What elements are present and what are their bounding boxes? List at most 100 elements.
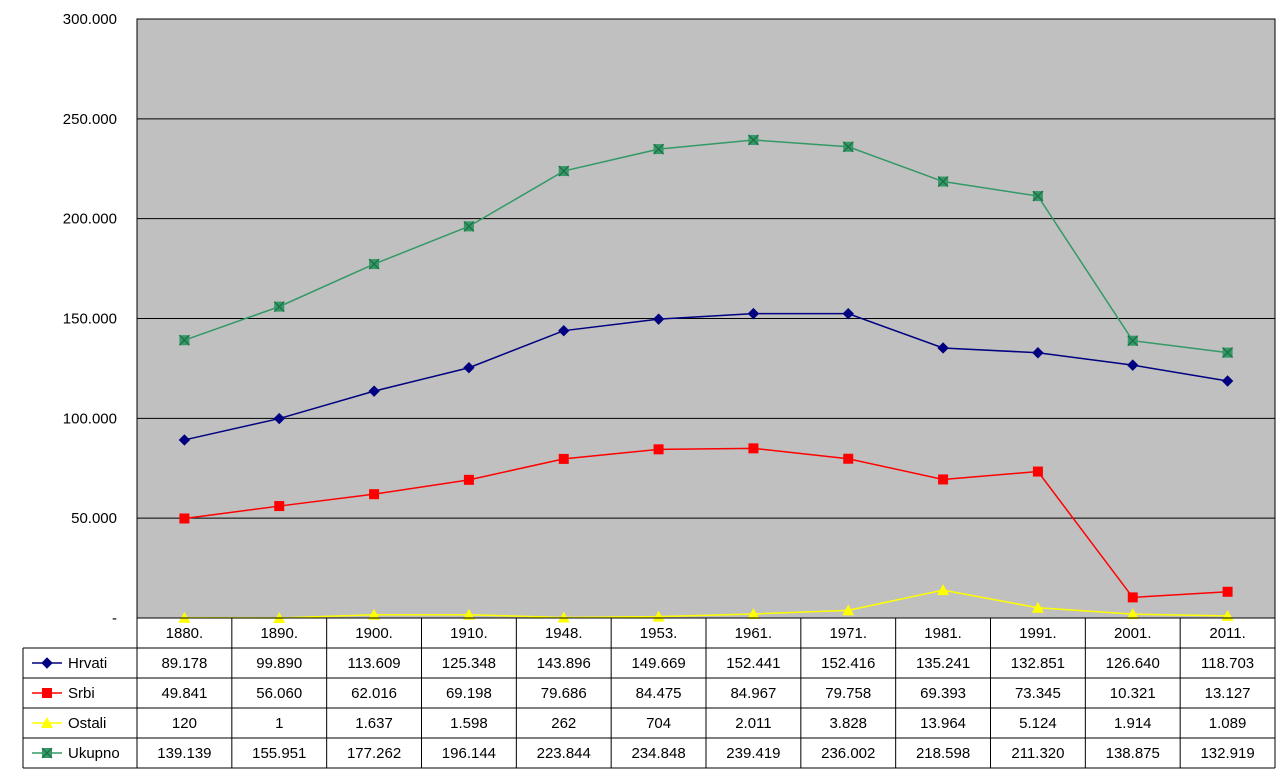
y-tick-label: 100.000	[63, 410, 117, 427]
series-line	[184, 589, 1228, 619]
data-point-cross	[558, 165, 570, 177]
data-point	[1127, 359, 1139, 371]
x-category-label: 1880.	[166, 625, 204, 642]
table-cell-value: 239.419	[726, 745, 780, 762]
table-cell-value: 73.345	[1015, 685, 1061, 702]
y-tick-label: 200.000	[63, 211, 117, 228]
table-cell-value: 79.686	[541, 685, 587, 702]
table-cell-value: 236.002	[821, 745, 875, 762]
table-cell-value: 138.875	[1106, 745, 1160, 762]
series-srbi	[179, 443, 1233, 603]
table-cell-value: 49.841	[161, 685, 207, 702]
table-cell-value: 132.919	[1200, 745, 1254, 762]
legend-key-ostali	[32, 717, 62, 728]
y-tick-label: 250.000	[63, 111, 117, 128]
data-point	[557, 611, 570, 623]
table-cell-value: 1.598	[450, 715, 488, 732]
table-cell-value: 3.828	[829, 715, 867, 732]
data-point	[558, 324, 570, 337]
data-point	[178, 434, 191, 446]
data-point	[273, 611, 286, 623]
table-cell-value: 126.640	[1106, 655, 1160, 672]
table-cell-value: 125.348	[442, 655, 496, 672]
data-point	[463, 474, 474, 485]
table-cell-value: 13.964	[920, 715, 966, 732]
gridlines	[137, 118, 1275, 519]
x-category-label: 2011.	[1209, 625, 1245, 642]
table-cell-value: 704	[646, 715, 671, 732]
data-point	[463, 362, 475, 374]
data-point	[558, 453, 569, 464]
x-category-label: 1991.	[1019, 625, 1057, 642]
data-point	[179, 513, 190, 524]
data-point	[747, 607, 760, 619]
series-line	[184, 139, 1228, 354]
series-line	[184, 447, 1228, 599]
table-cell-value: 223.844	[537, 745, 591, 762]
series-name: Ostali	[68, 715, 106, 732]
data-point-cross	[1032, 190, 1044, 202]
data-point	[274, 501, 285, 512]
table-cell-value: 89.178	[161, 655, 207, 672]
series-name: Hrvati	[68, 655, 107, 672]
table-cell-value: 1	[275, 715, 283, 732]
table-cell-value: 196.144	[442, 745, 496, 762]
table-cell-value: 62.016	[351, 685, 397, 702]
data-point	[1032, 466, 1043, 477]
table-cell-value: 234.848	[631, 745, 685, 762]
data-point	[42, 688, 52, 698]
y-tick-label: 150.000	[63, 311, 117, 328]
series-line	[184, 312, 1228, 441]
data-point-cross	[937, 176, 949, 187]
data-point	[368, 385, 380, 397]
table-cell-value: 177.262	[347, 745, 401, 762]
data-point	[843, 453, 854, 464]
data-table: 1880. 1890. 1900. 1910. 1948. 1953. 1961. 1971.…	[22, 617, 1276, 769]
table-cell-value: 120	[172, 715, 197, 732]
data-point-cross	[463, 220, 475, 232]
table-cell-value: 13.127	[1205, 685, 1251, 702]
table-cell-value: 5.124	[1019, 715, 1057, 732]
series-name: Ukupno	[68, 745, 120, 762]
table-cell-value: 211.320	[1011, 745, 1064, 762]
table-cell-value: 84.475	[636, 685, 682, 702]
table-cell-value: 149.669	[631, 655, 685, 672]
table-cell-value: 69.393	[920, 685, 966, 702]
data-point	[273, 412, 285, 425]
series-ukupno	[178, 134, 1234, 359]
x-category-label: 1971.	[829, 625, 867, 642]
table-cell-value: 152.441	[726, 655, 780, 672]
legend-key-srbi	[32, 688, 62, 698]
data-point-cross	[178, 334, 190, 346]
data-point-cross	[273, 301, 285, 313]
table-cell-value: 1.914	[1114, 715, 1152, 732]
data-point	[748, 443, 759, 454]
table-cell-value: 135.241	[916, 655, 970, 672]
data-point	[937, 584, 950, 596]
data-point-cross	[1127, 335, 1139, 347]
table-cell-value: 155.951	[252, 745, 306, 762]
y-axis-tick-labels: - 50.000 100.000 150.000 200.000 250.000 300.0…	[63, 11, 117, 627]
x-category-label: 1961.	[735, 625, 773, 642]
legend-key-ukupno	[32, 747, 62, 759]
table-cell-value: 132.851	[1011, 655, 1065, 672]
data-point	[1032, 347, 1044, 359]
data-point	[1126, 608, 1139, 620]
table-cell-value: 1.637	[355, 715, 393, 732]
data-point	[41, 657, 53, 669]
legend-key-hrvati	[32, 657, 62, 669]
data-point	[1127, 592, 1138, 603]
table-cell-value: 10.321	[1110, 685, 1156, 702]
data-point	[462, 608, 475, 620]
series-name: Srbi	[68, 685, 95, 702]
table-cell-value: 99.890	[256, 655, 302, 672]
x-category-label: 1953.	[640, 625, 678, 642]
data-point	[1222, 586, 1233, 597]
x-category-label: 1890.	[260, 625, 298, 642]
x-category-label: 2001.	[1114, 625, 1152, 642]
table-cell-value: 143.896	[537, 655, 591, 672]
table-cell-value: 118.703	[1201, 655, 1254, 672]
data-point	[178, 611, 191, 623]
x-category-label: 1910.	[450, 625, 488, 642]
x-category-label: 1981.	[924, 625, 962, 642]
